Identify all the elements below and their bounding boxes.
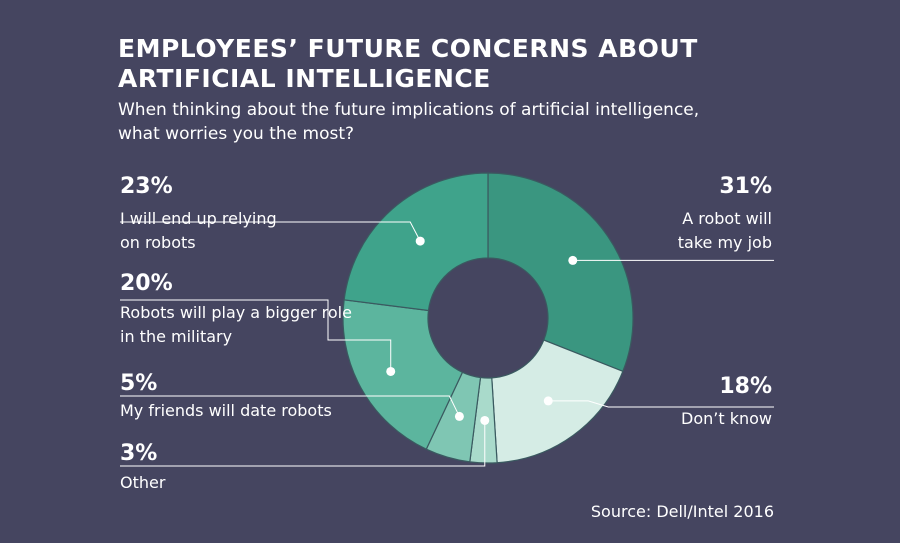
category-label-robot-job-2: take my job [678,233,772,252]
pct-label-robot-job: 31% [719,174,772,199]
category-label-date-robots-1: My friends will date robots [120,401,332,420]
source-note: Source: Dell/Intel 2016 [590,502,774,521]
chart-title-line-2: ARTIFICIAL INTELLIGENCE [118,64,491,93]
chart-title-line-1: EMPLOYEES’ FUTURE CONCERNS ABOUT [118,34,698,63]
slice-robot-job [487,172,634,373]
dot-relying [415,236,425,246]
pct-label-date-robots: 5% [120,371,157,396]
pct-label-dont-know: 18% [719,374,772,399]
dot-other [480,415,490,425]
category-label-robot-job-1: A robot will [682,209,772,228]
chart-subtitle: When thinking about the future implicati… [118,98,758,146]
leader-military [120,299,392,372]
category-label-military-2: in the military [120,327,232,346]
slice-military [342,299,464,450]
category-label-relying-1: I will end up relying [120,209,277,228]
pct-label-relying: 23% [120,174,173,199]
category-label-military-1: Robots will play a bigger role [120,303,352,322]
chart-title: EMPLOYEES’ FUTURE CONCERNS ABOUT ARTIFIC… [118,34,738,94]
pct-label-other: 3% [120,441,157,466]
slice-labels: 31% A robot will take my job 18% Don’t know 3… [120,174,772,492]
pct-label-military: 20% [120,271,173,296]
chart-subtitle-line-1: When thinking about the future implicati… [118,100,700,120]
category-label-dont-know-1: Don’t know [681,409,772,428]
donut-slices [342,172,634,464]
dot-military [386,366,396,376]
dot-dont-know [543,396,553,406]
dot-robot-job [568,255,578,265]
dot-date-robots [454,411,464,421]
leader-relying [120,221,421,242]
chart-subtitle-line-2: what worries you the most? [118,124,355,144]
leader-dont-know [548,400,774,408]
leader-lines [120,221,774,467]
leader-other [120,420,486,467]
category-label-relying-2: on robots [120,233,196,252]
leader-date-robots [120,395,460,417]
category-label-other-1: Other [120,473,166,492]
